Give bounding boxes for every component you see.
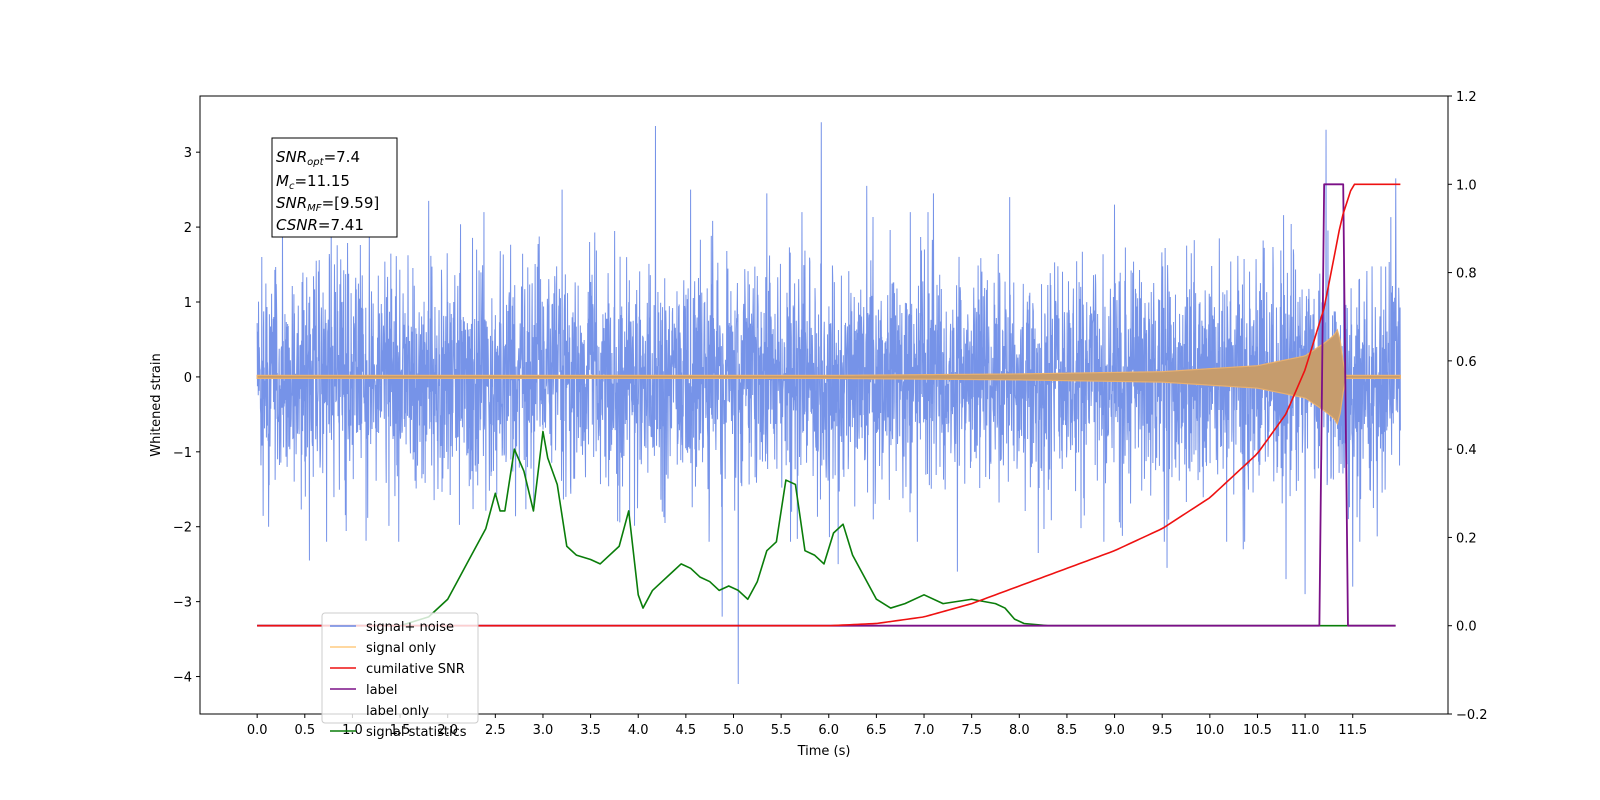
x-tick-label: 6.5 [866, 723, 887, 738]
y2-tick-label: 1.0 [1456, 178, 1477, 193]
x-tick-label: 9.5 [1152, 723, 1173, 738]
y-axis-ticks: 3 2 1 0 −1 −2 −3 −4 [173, 146, 200, 686]
legend-label: label [366, 683, 397, 698]
x-tick-label: 11.5 [1338, 723, 1367, 738]
series-label-line [257, 183, 1396, 627]
x-tick-label: 10.5 [1243, 723, 1272, 738]
y2-tick-label: 1.2 [1456, 90, 1477, 105]
plot-series [256, 122, 1401, 685]
annotation-csnr: CSNR=7.41 [276, 216, 364, 234]
x-tick-label: 1.5 [390, 723, 411, 738]
x-tick-label: 8.0 [1009, 723, 1030, 738]
y-tick-label: 1 [184, 296, 192, 311]
annotation-mc: Mc=11.15 [276, 172, 350, 192]
y-tick-label: −4 [173, 671, 192, 686]
annotation-snr-opt: SNRopt=7.4 [276, 148, 360, 168]
y2-tick-label: 0.8 [1456, 267, 1477, 282]
y-axis-label: Whitened strain [149, 353, 164, 456]
x-tick-label: 5.5 [771, 723, 792, 738]
x-axis-label: Time (s) [797, 744, 851, 759]
x-tick-label: 6.0 [818, 723, 839, 738]
x-tick-label: 5.0 [723, 723, 744, 738]
annotation-snr-mf: SNRMF=[9.59] [276, 194, 379, 214]
y2-tick-label: 0.0 [1456, 620, 1477, 635]
plot-frame [199, 95, 1449, 715]
y-tick-label: −2 [173, 521, 192, 536]
annotation-box: SNRopt=7.4 Mc=11.15 SNRMF=[9.59] CSNR=7.… [271, 137, 398, 238]
y-tick-label: 3 [184, 146, 192, 161]
legend-label: signal only [366, 641, 436, 656]
y-tick-label: 0 [184, 371, 192, 386]
x-tick-label: 8.5 [1057, 723, 1078, 738]
series-signal-statistics-line [257, 430, 1396, 627]
x-tick-label: 4.0 [628, 723, 649, 738]
series-signal-only-band [256, 328, 1401, 426]
legend-label: cumilative SNR [366, 662, 465, 677]
legend: signal+ noise signal only cumilative SNR la… [321, 612, 479, 740]
x-tick-label: 9.0 [1104, 723, 1125, 738]
x-tick-label: 0.5 [294, 723, 315, 738]
x-tick-label: 10.0 [1195, 723, 1224, 738]
x-tick-label: 7.0 [914, 723, 935, 738]
x-tick-label: 3.5 [580, 723, 601, 738]
x-tick-label: 11.0 [1291, 723, 1320, 738]
y2-tick-label: 0.6 [1456, 355, 1477, 370]
x-tick-label: 3.0 [533, 723, 554, 738]
y2-tick-label: 0.4 [1456, 443, 1477, 458]
x-tick-label: 0.0 [247, 723, 268, 738]
y-tick-label: −3 [173, 596, 192, 611]
x-tick-label: 2.5 [485, 723, 506, 738]
y2-tick-label: −0.2 [1456, 708, 1488, 723]
annotation-frame [271, 137, 398, 238]
y-tick-label: 2 [184, 221, 192, 236]
x-tick-label: 2.0 [437, 723, 458, 738]
y2-tick-label: 0.2 [1456, 531, 1477, 546]
x-axis-ticks: 0.0 0.5 1.0 1.5 2.0 2.5 3.0 3.5 4.0 4.5 5.0 5.5 6.0 6… [247, 714, 1367, 738]
legend-label: signal+ noise [366, 620, 454, 635]
x-tick-label: 4.5 [676, 723, 697, 738]
legend-label: label only [366, 704, 429, 719]
legend-frame [321, 612, 479, 724]
y2-axis-ticks: 1.2 1.0 0.8 0.6 0.4 0.2 0.0 −0.2 [1448, 90, 1488, 723]
y-tick-label: −1 [173, 446, 192, 461]
x-tick-label: 7.5 [961, 723, 982, 738]
legend-label: signal statistics [366, 725, 467, 740]
